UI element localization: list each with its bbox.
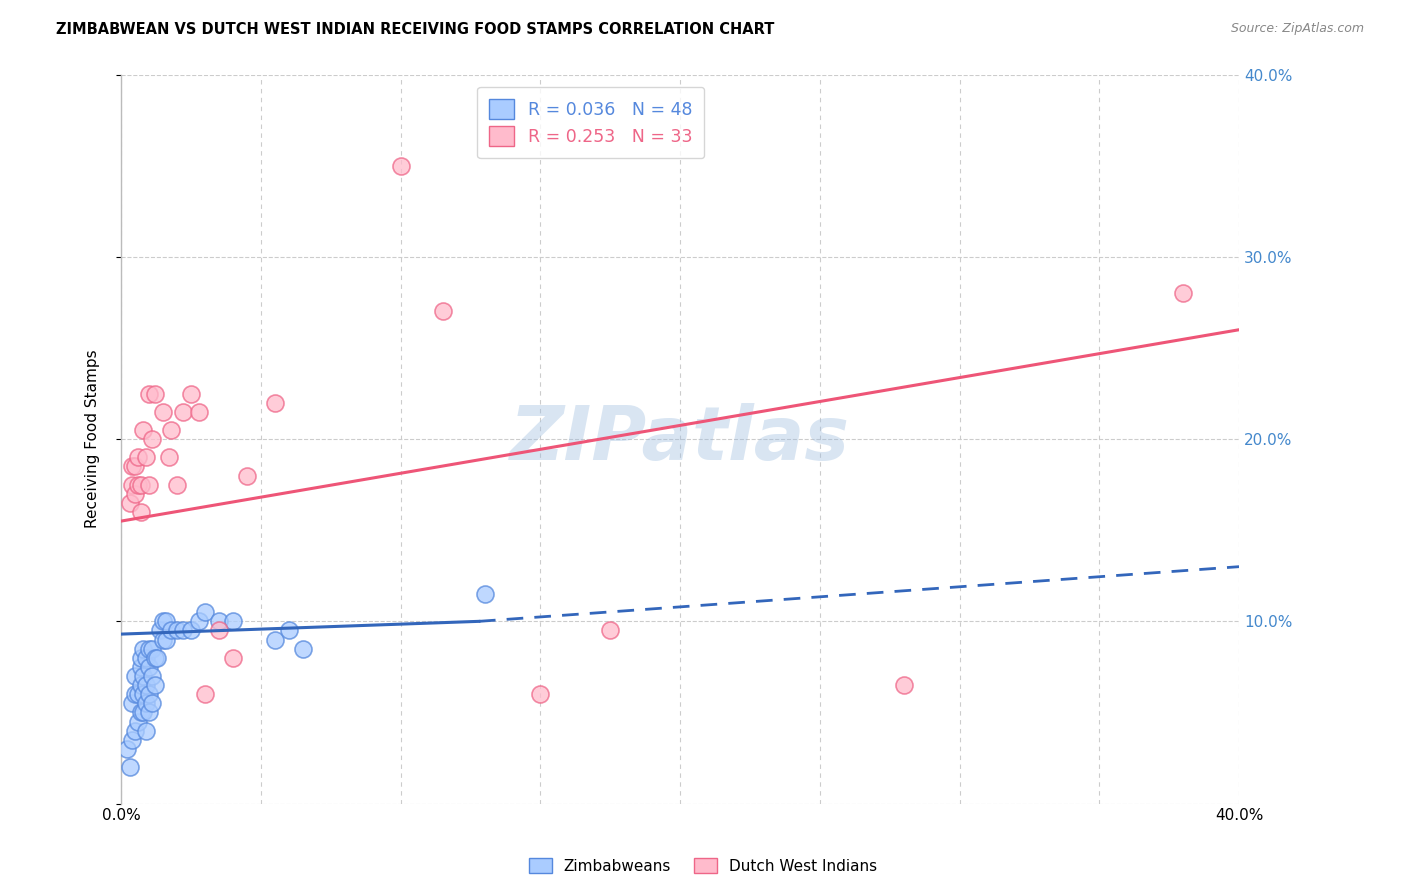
Point <box>194 687 217 701</box>
Point <box>222 650 245 665</box>
Point <box>138 477 160 491</box>
Point <box>135 678 157 692</box>
Point <box>157 450 180 465</box>
Point <box>529 687 551 701</box>
Point <box>141 697 163 711</box>
Point <box>222 615 245 629</box>
Text: ZIMBABWEAN VS DUTCH WEST INDIAN RECEIVING FOOD STAMPS CORRELATION CHART: ZIMBABWEAN VS DUTCH WEST INDIAN RECEIVIN… <box>56 22 775 37</box>
Point <box>599 624 621 638</box>
Point <box>208 615 231 629</box>
Point <box>138 687 160 701</box>
Point <box>188 615 211 629</box>
Point <box>121 477 143 491</box>
Point <box>236 468 259 483</box>
Point <box>389 159 412 173</box>
Point <box>129 650 152 665</box>
Point <box>118 760 141 774</box>
Point <box>155 615 177 629</box>
Point <box>129 660 152 674</box>
Point <box>172 624 194 638</box>
Point <box>121 697 143 711</box>
Point <box>129 678 152 692</box>
Point <box>474 587 496 601</box>
Point <box>121 459 143 474</box>
Point <box>152 632 174 647</box>
Point <box>138 706 160 720</box>
Point <box>138 660 160 674</box>
Point <box>132 423 155 437</box>
Legend: R = 0.036   N = 48, R = 0.253   N = 33: R = 0.036 N = 48, R = 0.253 N = 33 <box>477 87 704 158</box>
Point <box>127 714 149 729</box>
Legend: Zimbabweans, Dutch West Indians: Zimbabweans, Dutch West Indians <box>523 852 883 880</box>
Point <box>143 386 166 401</box>
Point <box>127 687 149 701</box>
Point <box>291 641 314 656</box>
Point <box>188 405 211 419</box>
Point <box>166 624 188 638</box>
Point <box>124 669 146 683</box>
Point <box>129 477 152 491</box>
Point <box>146 650 169 665</box>
Point <box>277 624 299 638</box>
Point <box>124 723 146 738</box>
Point <box>115 742 138 756</box>
Point <box>138 641 160 656</box>
Point <box>160 624 183 638</box>
Point <box>124 487 146 501</box>
Point <box>132 687 155 701</box>
Point <box>152 615 174 629</box>
Point <box>160 423 183 437</box>
Point <box>138 386 160 401</box>
Y-axis label: Receiving Food Stamps: Receiving Food Stamps <box>86 350 100 528</box>
Point <box>152 405 174 419</box>
Point <box>135 650 157 665</box>
Point <box>132 641 155 656</box>
Point <box>143 678 166 692</box>
Point <box>132 669 155 683</box>
Point <box>155 632 177 647</box>
Point <box>129 706 152 720</box>
Point <box>166 477 188 491</box>
Point <box>180 624 202 638</box>
Point <box>432 304 454 318</box>
Point <box>143 650 166 665</box>
Point <box>118 496 141 510</box>
Point <box>263 395 285 409</box>
Point <box>141 641 163 656</box>
Text: Source: ZipAtlas.com: Source: ZipAtlas.com <box>1230 22 1364 36</box>
Point <box>132 706 155 720</box>
Point <box>149 624 172 638</box>
Point <box>124 687 146 701</box>
Point <box>141 432 163 446</box>
Point <box>180 386 202 401</box>
Point <box>121 732 143 747</box>
Point <box>124 459 146 474</box>
Point <box>127 477 149 491</box>
Point <box>208 624 231 638</box>
Point <box>129 505 152 519</box>
Point <box>127 450 149 465</box>
Point <box>141 669 163 683</box>
Point <box>263 632 285 647</box>
Point <box>893 678 915 692</box>
Text: ZIPatlas: ZIPatlas <box>510 402 851 475</box>
Point <box>135 450 157 465</box>
Point <box>135 697 157 711</box>
Point <box>194 605 217 619</box>
Point <box>135 723 157 738</box>
Point <box>172 405 194 419</box>
Point <box>1173 286 1195 301</box>
